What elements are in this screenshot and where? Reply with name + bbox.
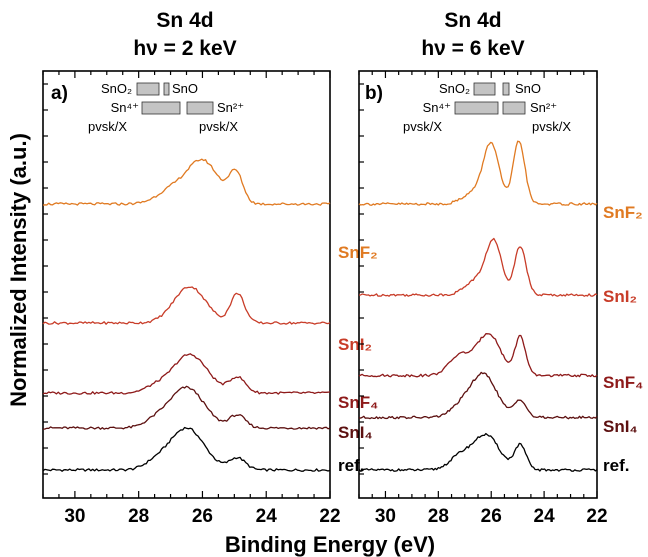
panel-b-ticks — [358, 71, 598, 498]
panel-b-legend-sno: SnO — [515, 81, 541, 96]
panel-b-legend: SnO₂ SnO Sn⁴⁺ Sn²⁺ pvsk/X pvsk/X — [403, 81, 571, 134]
panel-a-bar-sno — [163, 82, 170, 96]
x-tick-label: 24 — [534, 506, 556, 527]
panel-b-bar-sno2 — [473, 82, 496, 96]
panel-a-legend-sn4: Sn⁴⁺ — [111, 100, 139, 115]
panel-b-legend-sn4: Sn⁴⁺ — [423, 100, 451, 115]
panel-b-label: b) — [365, 83, 383, 104]
panel-b: Sn 4d hν = 6 keV b) SnO₂ SnO Sn⁴⁺ Sn²⁺ p… — [358, 9, 643, 527]
panel-b-legend-pvsk-right: pvsk/X — [532, 119, 571, 134]
panel-b-title-line2: hν = 6 keV — [421, 37, 524, 60]
panel-a-legend: SnO₂ SnO Sn⁴⁺ Sn²⁺ pvsk/X pvsk/X — [88, 81, 244, 134]
panel-a-title-line1: Sn 4d — [156, 9, 213, 32]
x-tick-label: 30 — [64, 506, 85, 527]
panel-a-traces — [42, 158, 331, 472]
series-trace — [359, 237, 598, 297]
series-trace — [42, 286, 331, 325]
panel-a-bar-sn2 — [186, 101, 214, 115]
series-label: SnI₂ — [603, 287, 637, 306]
series-label: SnF₂ — [338, 243, 378, 262]
panel-b-series-labels: ref. SnI₄ SnF₄ SnI₂ SnF₂ — [603, 203, 643, 475]
series-label: SnF₂ — [603, 203, 643, 222]
panel-b-frame — [358, 70, 598, 499]
series-label: ref. — [338, 456, 364, 475]
series-label: SnI₄ — [603, 417, 638, 436]
panel-a-bar-sno2 — [136, 82, 160, 96]
panel-a-title-line2: hν = 2 keV — [133, 37, 236, 60]
x-axis-label: Binding Energy (eV) — [225, 532, 435, 557]
series-trace — [42, 353, 331, 395]
panel-b-traces — [358, 140, 598, 472]
panel-a-label: a) — [51, 83, 68, 104]
x-tick-label: 26 — [481, 506, 502, 527]
series-label: SnF₄ — [338, 393, 378, 412]
x-tick-label: 24 — [256, 506, 278, 527]
panel-a-legend-sno: SnO — [172, 81, 198, 96]
panel-a-bar-sn4 — [141, 101, 181, 115]
panel-a-legend-pvsk-left: pvsk/X — [88, 119, 127, 134]
x-tick-label: 22 — [319, 506, 340, 527]
panel-b-legend-sno2: SnO₂ — [439, 81, 470, 96]
x-tick-label: 30 — [375, 506, 396, 527]
panel-b-bar-sn4 — [454, 101, 499, 115]
panel-b-legend-sn2: Sn²⁺ — [530, 100, 557, 115]
panel-a-ticks — [42, 71, 331, 498]
panel-a-legend-pvsk-right: pvsk/X — [199, 119, 238, 134]
panel-b-bar-sno — [502, 82, 510, 96]
series-trace — [42, 426, 331, 472]
panel-a: Sn 4d hν = 2 keV a) SnO₂ SnO Sn⁴⁺ Sn²⁺ p… — [42, 9, 378, 527]
series-label: ref. — [603, 456, 629, 475]
panel-a-series-labels: ref. SnI₄ SnF₄ SnI₂ SnF₂ — [338, 243, 378, 475]
series-trace — [358, 371, 598, 420]
panel-a-legend-sn2: Sn²⁺ — [217, 100, 244, 115]
panel-a-legend-sno2: SnO₂ — [101, 81, 132, 96]
x-tick-label: 28 — [128, 506, 149, 527]
series-trace — [358, 432, 598, 472]
series-trace — [42, 385, 331, 430]
panel-a-frame — [42, 70, 331, 499]
panel-a-tick-labels: 30 28 26 24 22 — [64, 506, 340, 527]
series-trace — [42, 158, 331, 206]
x-tick-label: 28 — [428, 506, 449, 527]
x-tick-label: 22 — [586, 506, 607, 527]
panel-b-title-line1: Sn 4d — [444, 9, 501, 32]
series-trace — [358, 333, 598, 378]
x-tick-label: 26 — [192, 506, 213, 527]
y-axis-label: Normalized Intensity (a.u.) — [6, 133, 31, 407]
panel-b-bar-sn2 — [502, 101, 526, 115]
series-label: SnF₄ — [603, 373, 643, 392]
series-trace — [358, 140, 598, 206]
panel-b-tick-labels: 30 28 26 24 22 — [375, 506, 608, 527]
series-label: SnI₄ — [338, 423, 373, 442]
series-label: SnI₂ — [338, 335, 372, 354]
panel-b-legend-pvsk-left: pvsk/X — [403, 119, 442, 134]
